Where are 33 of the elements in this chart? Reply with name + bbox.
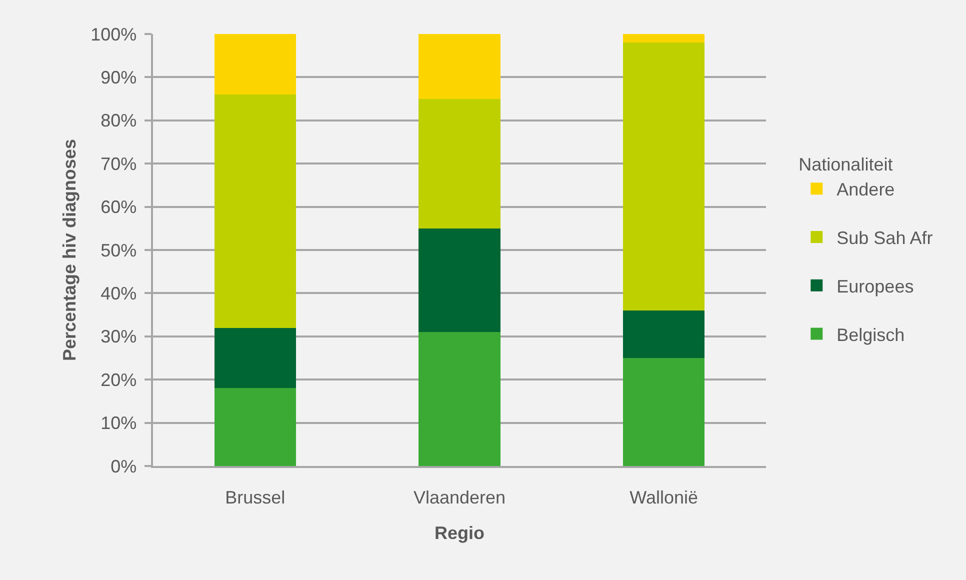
y-tick-label: 10% [100,413,137,434]
bar [214,328,296,388]
bar [622,34,705,43]
y-tick-label: 40% [100,284,137,304]
legend-title: Nationaliteit [798,154,893,174]
bar [418,332,500,466]
y-tick-label: 0% [110,456,137,476]
bar [622,358,705,466]
x-axis-title: Regio [434,522,485,543]
bar [214,94,296,328]
y-tick-label: 30% [100,326,137,347]
y-tick-label: 90% [100,68,137,88]
x-tick-label: Brussel [225,487,286,508]
y-tick-label: 80% [100,110,137,131]
x-tick-label: Vlaanderen [413,487,506,508]
bar [214,34,296,94]
y-tick-label: 100% [90,24,137,44]
legend-label: Andere [836,180,895,200]
y-tick-label: 70% [100,154,137,174]
bar [418,228,500,332]
y-axis-title: Percentage hiv diagnoses [59,138,80,362]
bar [214,388,296,466]
y-tick-label: 20% [100,370,137,390]
x-tick-label: Wallonië [630,487,698,508]
bar [622,42,705,310]
bar [622,310,705,358]
legend-label: Europees [836,276,914,296]
y-tick-label: 50% [100,240,137,260]
legend-label: Sub Sah Afr [836,228,933,248]
bar [418,98,500,228]
y-tick-label: 60% [100,197,137,218]
bar [418,34,500,99]
legend-label: Belgisch [836,324,905,345]
